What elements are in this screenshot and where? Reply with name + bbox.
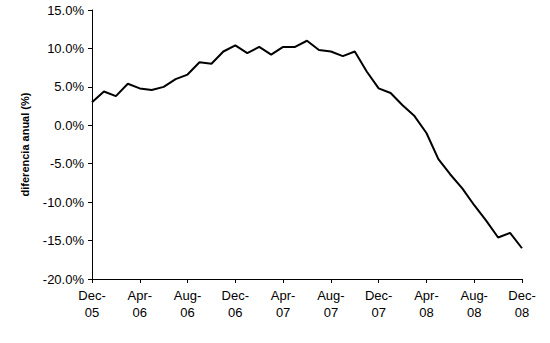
svg-text:Dec-: Dec- [365, 288, 392, 303]
svg-text:06: 06 [228, 305, 242, 320]
svg-text:-15.0%: -15.0% [43, 233, 85, 248]
svg-text:08: 08 [419, 305, 433, 320]
svg-text:08: 08 [515, 305, 529, 320]
svg-text:07: 07 [324, 305, 338, 320]
svg-text:Apr-: Apr- [271, 288, 296, 303]
svg-text:06: 06 [180, 305, 194, 320]
svg-text:Aug-: Aug- [174, 288, 201, 303]
svg-text:0.0%: 0.0% [54, 118, 84, 133]
svg-text:10.0%: 10.0% [47, 41, 84, 56]
svg-text:-10.0%: -10.0% [43, 195, 85, 210]
svg-text:08: 08 [467, 305, 481, 320]
svg-text:-20.0%: -20.0% [43, 272, 85, 287]
svg-text:07: 07 [371, 305, 385, 320]
svg-text:Aug-: Aug- [460, 288, 487, 303]
svg-text:Dec-: Dec- [508, 288, 535, 303]
svg-text:15.0%: 15.0% [47, 3, 84, 18]
svg-text:-5.0%: -5.0% [50, 156, 84, 171]
svg-text:05: 05 [85, 305, 99, 320]
svg-text:Dec-: Dec- [78, 288, 105, 303]
svg-text:Apr-: Apr- [414, 288, 439, 303]
svg-text:Apr-: Apr- [127, 288, 152, 303]
svg-text:Aug-: Aug- [317, 288, 344, 303]
svg-text:07: 07 [276, 305, 290, 320]
svg-text:diferencia anual (%): diferencia anual (%) [19, 92, 31, 196]
svg-text:5.0%: 5.0% [54, 79, 84, 94]
svg-text:Dec-: Dec- [222, 288, 249, 303]
svg-text:06: 06 [133, 305, 147, 320]
